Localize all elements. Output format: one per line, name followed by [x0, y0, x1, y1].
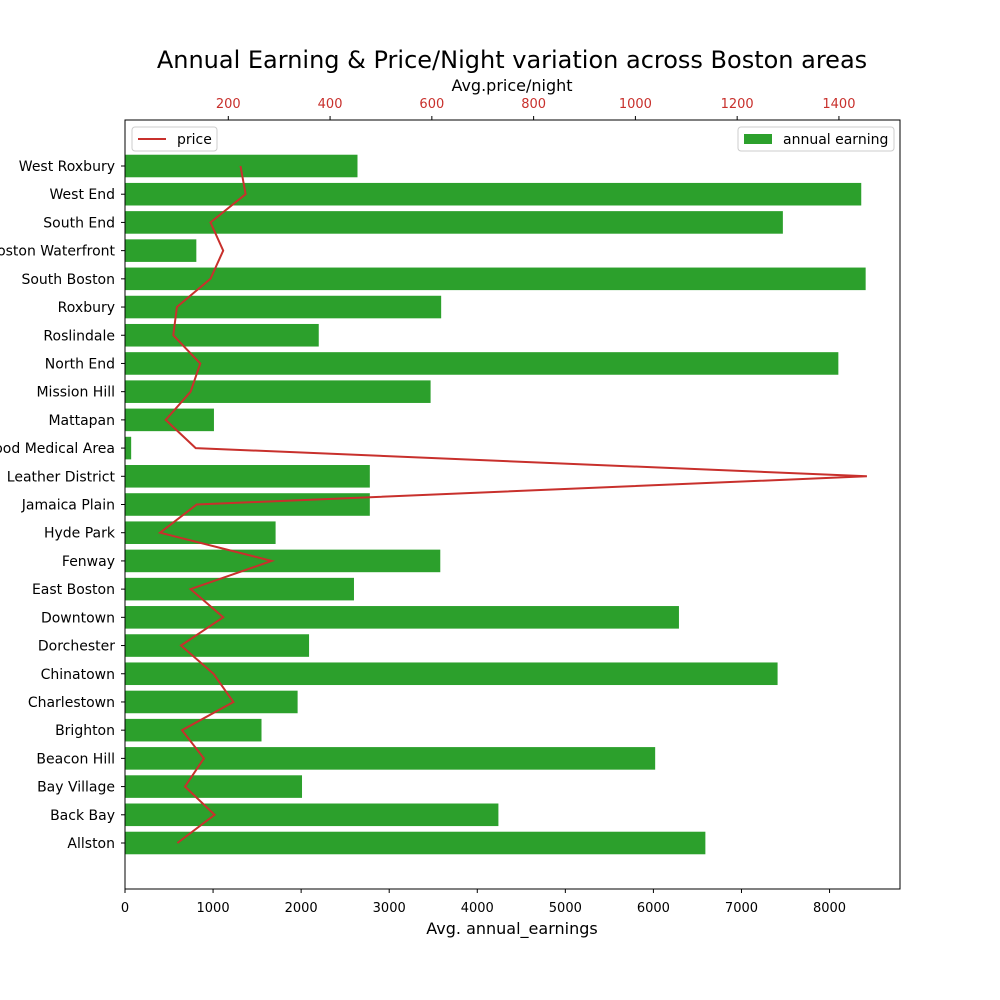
- x-tick-label: 1000: [197, 901, 230, 916]
- x2-tick-label: 1400: [822, 97, 855, 112]
- bar-beacon-hill: [125, 747, 656, 770]
- legend-box: [737, 126, 895, 152]
- bar-charlestown: [125, 690, 298, 714]
- bar-east-boston: [125, 577, 354, 601]
- bar-downtown: [125, 606, 679, 629]
- x-tick-label: 2000: [285, 901, 318, 916]
- bar-brighton: [125, 718, 262, 742]
- bar-hyde-park: [125, 521, 276, 544]
- bar-jamaica-plain: [125, 493, 370, 516]
- bar-roslindale: [125, 323, 319, 347]
- x2-tick-label: 1000: [619, 97, 652, 112]
- y-tick-label: West Roxbury: [19, 159, 115, 175]
- y-axis: Allston Back Bay Bay Village Beacon Hill Bri…: [0, 159, 125, 852]
- bar-south-boston-waterfront: [125, 239, 197, 262]
- y-tick-label: Longwood Medical Area: [0, 441, 115, 457]
- x2-tick-label: 600: [419, 97, 444, 112]
- bar-south-end: [125, 211, 783, 234]
- x-tick-label: 8000: [813, 901, 846, 916]
- x2-tick-label: 400: [318, 97, 343, 112]
- y-tick-label: Charlestown: [28, 695, 115, 711]
- legend-price: price: [131, 126, 218, 152]
- bar-mission-hill: [125, 380, 431, 403]
- chart-title: Annual Earning & Price/Night variation a…: [157, 46, 867, 74]
- bar-bay-village: [125, 775, 303, 798]
- y-tick-label: West End: [50, 187, 115, 203]
- x2-tick-label: 200: [216, 97, 241, 112]
- y-tick-label: Allston: [67, 836, 115, 852]
- bar-chinatown: [125, 662, 778, 686]
- x-tick-label: 5000: [549, 901, 582, 916]
- bar-roxbury: [125, 295, 442, 319]
- legend-bar-swatch: [744, 134, 772, 144]
- y-tick-label: East Boston: [32, 582, 115, 598]
- bar-north-end: [125, 352, 839, 375]
- y-tick-label: Jamaica Plain: [21, 498, 115, 514]
- legend-label: price: [177, 132, 212, 148]
- y-tick-label: North End: [45, 356, 115, 372]
- legend-annual-earning: annual earning: [737, 126, 895, 152]
- bar-leather-district: [125, 465, 370, 488]
- x-tick-label: 0: [121, 901, 129, 916]
- y-tick-label: South End: [43, 215, 115, 231]
- bar-south-boston: [125, 267, 866, 291]
- y-tick-label: Downtown: [41, 610, 115, 626]
- x2-tick-label: 1200: [721, 97, 754, 112]
- x-tick-label: 6000: [637, 901, 670, 916]
- y-tick-label: Dorchester: [38, 639, 115, 655]
- y-tick-label: Roxbury: [58, 300, 115, 316]
- bar-dorchester: [125, 634, 310, 657]
- bar-group: [125, 154, 866, 855]
- y-tick-label: Mattapan: [48, 413, 115, 429]
- bottom-axis-label: Avg. annual_earnings: [426, 919, 597, 939]
- y-tick-label: Back Bay: [50, 808, 115, 824]
- y-tick-label: Leather District: [7, 469, 116, 485]
- x-tick-label: 4000: [461, 901, 494, 916]
- top-axis-label: Avg.price/night: [451, 76, 572, 95]
- bar-back-bay: [125, 803, 499, 827]
- y-tick-label: Hyde Park: [44, 526, 116, 542]
- bar-mattapan: [125, 408, 214, 432]
- y-tick-label: Brighton: [55, 723, 115, 739]
- legend-label: annual earning: [783, 132, 888, 148]
- price-line-group: [157, 165, 867, 844]
- x-tick-label: 3000: [373, 901, 406, 916]
- bottom-x-axis: 0 1000 2000 3000 4000 5000 6000 7000 8000: [121, 889, 846, 916]
- y-tick-label: Beacon Hill: [36, 751, 115, 767]
- bar-allston: [125, 831, 706, 855]
- y-tick-label: Mission Hill: [36, 385, 115, 401]
- price-line: [157, 165, 867, 844]
- bar-fenway: [125, 549, 441, 573]
- legend-box: [131, 126, 218, 152]
- y-tick-label: South Boston Waterfront: [0, 244, 116, 260]
- bar-longwood-medical-area: [125, 436, 132, 460]
- x-tick-label: 7000: [725, 901, 758, 916]
- y-tick-label: Bay Village: [37, 780, 115, 796]
- y-tick-label: South Boston: [21, 272, 115, 288]
- top-x-axis: 200 400 600 800 1000 1200 1400: [216, 97, 855, 120]
- x2-tick-label: 800: [521, 97, 546, 112]
- y-tick-label: Chinatown: [41, 667, 115, 683]
- y-tick-label: Roslindale: [43, 328, 115, 344]
- y-tick-label: Fenway: [62, 554, 115, 570]
- bar-west-end: [125, 182, 862, 206]
